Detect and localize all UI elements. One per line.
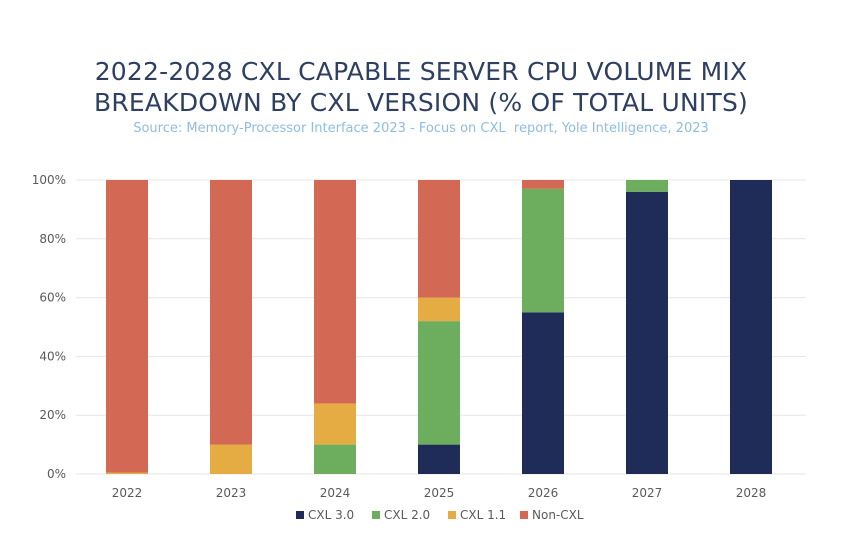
bar-2022-cxl-1-1 (106, 472, 148, 474)
bar-2025-cxl-2-0 (418, 321, 460, 445)
x-axis-ticks: 2022 2023 2024 2025 2026 2027 2028 (112, 486, 767, 500)
chart-title-line-1: 2022-2028 CXL CAPABLE SERVER CPU VOLUME … (94, 57, 748, 86)
legend-label-cxl-2-0: CXL 2.0 (384, 508, 430, 522)
bar-2023-cxl-1-1 (210, 444, 252, 474)
legend-label-cxl-3-0: CXL 3.0 (308, 508, 354, 522)
bar-2028-cxl-3-0 (730, 180, 772, 474)
chart-title-line-2: BREAKDOWN BY CXL VERSION (% OF TOTAL UNI… (94, 88, 748, 117)
legend: CXL 3.0 CXL 2.0 CXL 1.1 Non-CXL (296, 508, 584, 522)
y-tick-label-2: 40% (39, 349, 66, 363)
y-tick-label-4: 80% (39, 232, 66, 246)
bar-2025-non-cxl (418, 180, 460, 298)
y-axis-ticks: 0% 20% 40% 60% 80% 100% (32, 173, 66, 481)
bar-2024-non-cxl (314, 180, 356, 404)
bar-2025-cxl-1-1 (418, 297, 460, 322)
x-tick-label-2028: 2028 (736, 486, 767, 500)
chart-source: Source: Memory-Processor Interface 2023 … (133, 121, 709, 136)
y-tick-label-5: 100% (32, 173, 66, 187)
legend-label-cxl-1-1: CXL 1.1 (460, 508, 506, 522)
bar-2023-non-cxl (210, 180, 252, 445)
x-tick-label-2027: 2027 (632, 486, 663, 500)
x-tick-label-2024: 2024 (320, 486, 351, 500)
bar-2025-cxl-3-0 (418, 444, 460, 474)
bars (106, 180, 772, 474)
bar-2027-cxl-2-0 (626, 180, 668, 192)
bar-2027-cxl-3-0 (626, 191, 668, 474)
x-tick-label-2022: 2022 (112, 486, 143, 500)
legend-swatch-cxl-3-0 (296, 511, 304, 519)
legend-label-non-cxl: Non-CXL (532, 508, 584, 522)
y-tick-label-3: 60% (39, 291, 66, 305)
bar-2022-non-cxl (106, 180, 148, 473)
bar-2026-non-cxl (522, 180, 564, 189)
legend-swatch-cxl-2-0 (372, 511, 380, 519)
bar-2024-cxl-2-0 (314, 444, 356, 474)
x-tick-label-2025: 2025 (424, 486, 455, 500)
bar-2026-cxl-3-0 (522, 312, 564, 474)
bar-2024-cxl-1-1 (314, 403, 356, 445)
x-tick-label-2023: 2023 (216, 486, 247, 500)
legend-swatch-cxl-1-1 (448, 511, 456, 519)
legend-swatch-non-cxl (520, 511, 528, 519)
y-tick-label-0: 0% (47, 467, 66, 481)
chart-title: 2022-2028 CXL CAPABLE SERVER CPU VOLUME … (0, 56, 842, 118)
bar-2026-cxl-2-0 (522, 188, 564, 313)
y-tick-label-1: 20% (39, 408, 66, 422)
x-tick-label-2026: 2026 (528, 486, 559, 500)
